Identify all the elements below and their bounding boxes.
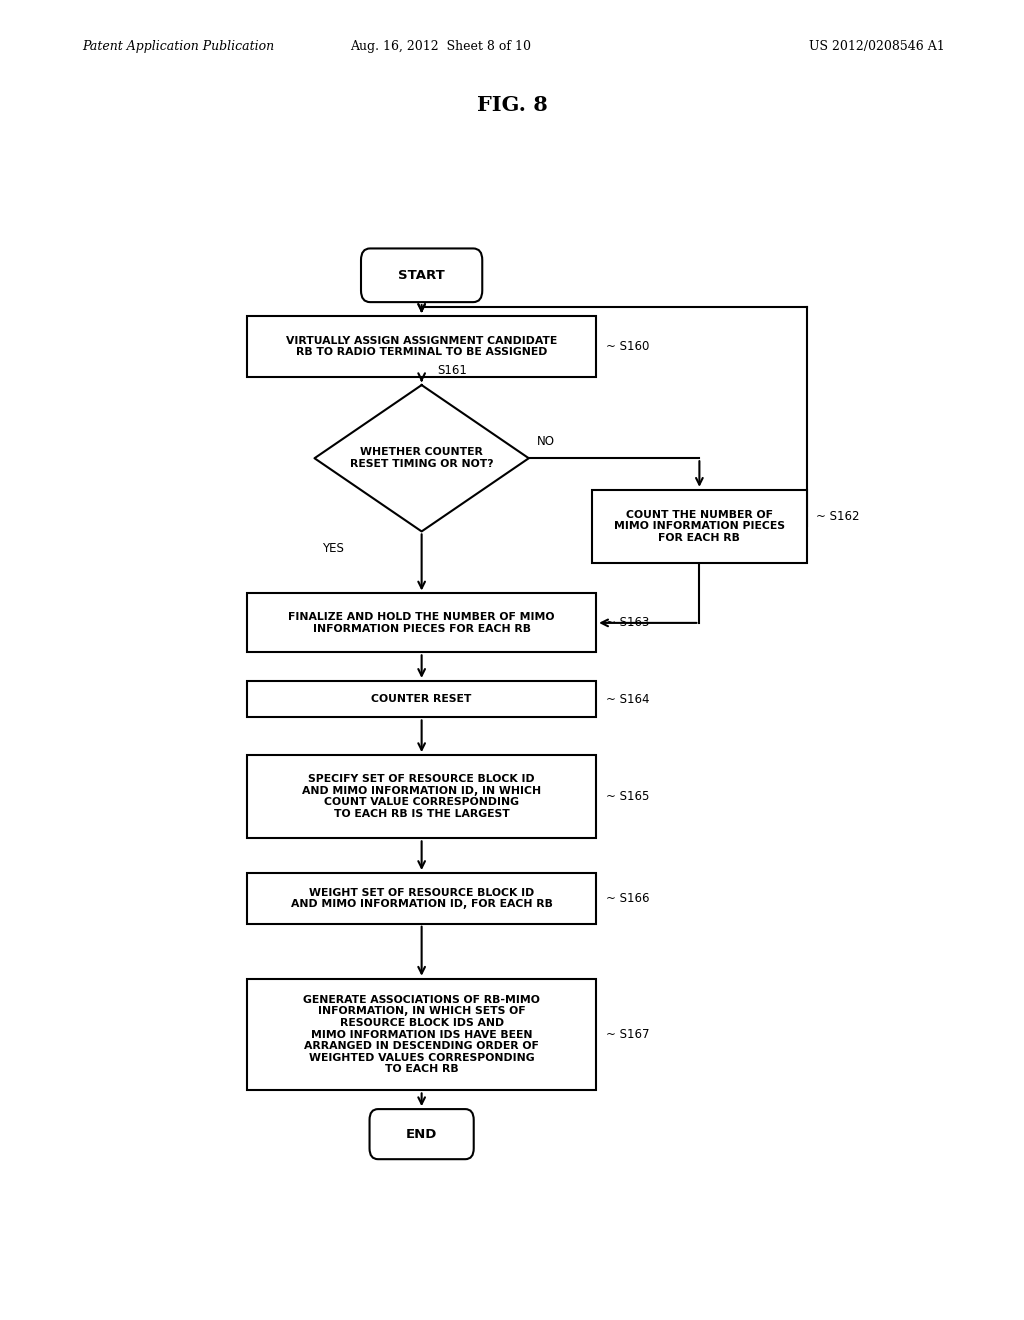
Text: VIRTUALLY ASSIGN ASSIGNMENT CANDIDATE
RB TO RADIO TERMINAL TO BE ASSIGNED: VIRTUALLY ASSIGN ASSIGNMENT CANDIDATE RB… (286, 335, 557, 358)
Text: WHETHER COUNTER
RESET TIMING OR NOT?: WHETHER COUNTER RESET TIMING OR NOT? (350, 447, 494, 469)
Text: Aug. 16, 2012  Sheet 8 of 10: Aug. 16, 2012 Sheet 8 of 10 (350, 40, 530, 53)
Text: SPECIFY SET OF RESOURCE BLOCK ID
AND MIMO INFORMATION ID, IN WHICH
COUNT VALUE C: SPECIFY SET OF RESOURCE BLOCK ID AND MIM… (302, 775, 542, 820)
Text: ~ S167: ~ S167 (606, 1028, 649, 1041)
Bar (247, 755, 596, 838)
FancyBboxPatch shape (361, 248, 482, 302)
Bar (247, 873, 596, 924)
Bar (247, 594, 596, 652)
Text: START: START (398, 269, 445, 281)
Text: COUNT THE NUMBER OF
MIMO INFORMATION PIECES
FOR EACH RB: COUNT THE NUMBER OF MIMO INFORMATION PIE… (614, 510, 784, 543)
Text: ~ S163: ~ S163 (606, 616, 649, 630)
Text: ~ S160: ~ S160 (606, 341, 649, 352)
Text: GENERATE ASSOCIATIONS OF RB-MIMO
INFORMATION, IN WHICH SETS OF
RESOURCE BLOCK ID: GENERATE ASSOCIATIONS OF RB-MIMO INFORMA… (303, 995, 540, 1074)
Text: FIG. 8: FIG. 8 (476, 95, 548, 115)
Text: ~ S166: ~ S166 (606, 892, 649, 904)
Text: US 2012/0208546 A1: US 2012/0208546 A1 (809, 40, 945, 53)
Text: NO: NO (537, 436, 555, 447)
Bar (247, 315, 596, 378)
Text: S161: S161 (437, 364, 467, 378)
Bar (247, 681, 596, 718)
FancyBboxPatch shape (370, 1109, 474, 1159)
Text: Patent Application Publication: Patent Application Publication (82, 40, 274, 53)
Polygon shape (314, 385, 528, 532)
Text: FINALIZE AND HOLD THE NUMBER OF MIMO
INFORMATION PIECES FOR EACH RB: FINALIZE AND HOLD THE NUMBER OF MIMO INF… (289, 612, 555, 634)
Text: ~ S164: ~ S164 (606, 693, 649, 706)
Text: COUNTER RESET: COUNTER RESET (372, 694, 472, 704)
Text: WEIGHT SET OF RESOURCE BLOCK ID
AND MIMO INFORMATION ID, FOR EACH RB: WEIGHT SET OF RESOURCE BLOCK ID AND MIMO… (291, 887, 553, 909)
Text: YES: YES (323, 541, 344, 554)
Text: ~ S162: ~ S162 (816, 510, 859, 523)
Text: END: END (406, 1127, 437, 1140)
Bar (247, 978, 596, 1090)
Bar (592, 490, 807, 562)
Text: ~ S165: ~ S165 (606, 791, 649, 803)
